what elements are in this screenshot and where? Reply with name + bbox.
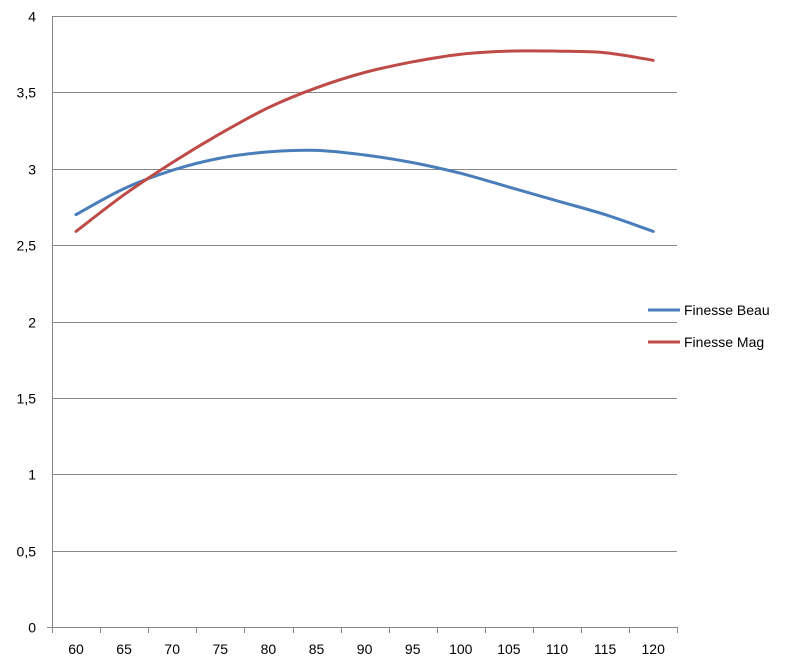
y-tick-label: 0 [28,620,36,636]
gridlines [52,16,677,552]
series-line-1 [74,148,655,233]
x-tick-label: 115 [594,641,617,657]
y-tick-label: 1,5 [17,391,37,407]
y-tick-label: 4 [28,9,36,25]
x-tick-labels: 60 65 70 75 80 85 90 95 100 105 110 115 120 [68,641,665,657]
x-tick-label: 105 [497,641,521,657]
legend-label: Finesse Beau [684,302,770,318]
x-tick-label: 120 [642,641,666,657]
y-tick-label: 0,5 [17,544,37,560]
x-tick-label: 65 [116,641,132,657]
legend: Finesse Beau Finesse Mag [648,302,770,350]
x-tick-label: 80 [261,641,277,657]
x-tick-label: 75 [213,641,229,657]
y-tick-label: 2 [28,315,36,331]
y-tick-labels: 0 0,5 1 1,5 2 2,5 3 3,5 4 [17,9,37,636]
x-tick-label: 100 [449,641,473,657]
x-tick-label: 95 [405,641,421,657]
legend-label: Finesse Mag [684,334,764,350]
y-tick-label: 3,5 [17,85,37,101]
x-tick-label: 60 [68,641,84,657]
series-line-2 [74,49,655,233]
axes [47,16,678,633]
y-tick-label: 3 [28,162,36,178]
y-tick-label: 2,5 [17,238,37,254]
x-tick-label: 110 [546,641,569,657]
x-tick-label: 70 [164,641,180,657]
series-lines [74,49,655,233]
x-tick-label: 90 [357,641,373,657]
y-tick-label: 1 [28,467,36,483]
x-tick-label: 85 [309,641,325,657]
